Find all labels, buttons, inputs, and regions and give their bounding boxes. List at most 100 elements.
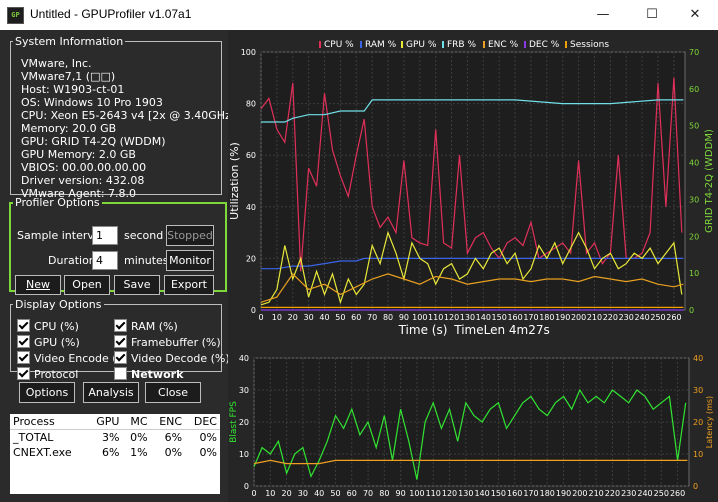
options-button[interactable]: Options: [19, 382, 75, 403]
checkbox-icon[interactable]: [114, 367, 127, 380]
close-button[interactable]: Close: [145, 382, 201, 403]
y-tick-label: 10: [239, 450, 249, 459]
series-line-gpu: [260, 230, 683, 306]
y2-tick-label: 40: [693, 354, 703, 363]
display-option-4[interactable]: Video Encode (%: [17, 351, 127, 365]
display-option-label: Network: [131, 368, 184, 381]
save-button[interactable]: Save: [114, 275, 160, 295]
stopped-button[interactable]: Stopped: [166, 225, 214, 246]
series-line-blast_fps: [253, 388, 687, 480]
display-option-label: Protocol: [34, 368, 79, 381]
title-bar: GP Untitled - GPUProfiler v1.07a1 — ☐ ✕: [0, 0, 718, 30]
monitor-button[interactable]: Monitor: [166, 250, 214, 271]
y2-tick-label: 30: [693, 386, 703, 395]
display-option-label: GPU (%): [34, 336, 80, 349]
legend-entry: RAM %: [365, 40, 397, 50]
duration-label: Duration:: [48, 254, 100, 267]
system-info-line: VMware7,1 (□□): [21, 70, 116, 83]
process-enc: 6%: [164, 431, 183, 444]
col-enc[interactable]: ENC: [150, 414, 186, 430]
x-tick-label: 110: [426, 489, 441, 498]
checkbox-icon[interactable]: [17, 335, 30, 348]
x-tick-label: 50: [335, 313, 345, 322]
x-tick-label: 190: [556, 489, 571, 498]
display-option-6[interactable]: Protocol: [17, 367, 78, 381]
y2-tick-label: 30: [689, 195, 699, 204]
system-info-line: Driver version: 432.08: [21, 174, 145, 187]
display-option-1[interactable]: RAM (%): [114, 319, 178, 333]
process-table: Process GPU MC ENC DEC _TOTAL 3% 0% 6% 0…: [10, 414, 220, 494]
system-info-line: Memory: 20.0 GB: [21, 122, 117, 135]
minimize-button[interactable]: —: [596, 7, 610, 22]
col-gpu[interactable]: GPU: [87, 414, 123, 430]
x-tick-label: 80: [383, 313, 393, 322]
plot-area: [260, 51, 686, 311]
y2-tick-label: 0: [689, 306, 694, 315]
export-button[interactable]: Export: [164, 275, 214, 295]
y-tick-label: 0: [244, 482, 249, 491]
checkbox-icon[interactable]: [114, 319, 127, 332]
analysis-button[interactable]: Analysis: [83, 382, 139, 403]
y-tick-label: 100: [241, 48, 256, 57]
table-row[interactable]: _TOTAL 3% 0% 6% 0%: [10, 430, 220, 446]
y2-tick-label: 10: [693, 450, 703, 459]
maximize-button[interactable]: ☐: [646, 7, 658, 22]
x-tick-label: 220: [605, 489, 620, 498]
x-tick-label: 70: [367, 313, 377, 322]
checkbox-icon[interactable]: [17, 367, 30, 380]
col-mc[interactable]: MC: [122, 414, 151, 430]
process-gpu: 6%: [101, 446, 120, 459]
x-tick-label: 90: [396, 489, 406, 498]
checkbox-icon[interactable]: [17, 351, 30, 364]
display-option-label: Video Decode (%): [131, 352, 230, 365]
y-tick-label: 40: [239, 354, 249, 363]
display-option-label: Framebuffer (%): [131, 336, 221, 349]
checkbox-icon[interactable]: [114, 351, 127, 364]
blast-chart: 0 10 20 30 40 50 60 70 80 90 100 110 120 130 140 150 160…: [228, 342, 718, 502]
display-option-3[interactable]: Framebuffer (%): [114, 335, 221, 349]
col-dec[interactable]: DEC: [185, 414, 220, 430]
x-tick-label: 60: [351, 313, 361, 322]
process-mc: 1%: [130, 446, 148, 459]
system-info-line: CPU: Xeon E5-2643 v4 [2x @ 3.40GHz]: [21, 109, 236, 122]
x-axis-label-extra: TimeLen 4m27s: [453, 323, 550, 337]
display-option-0[interactable]: CPU (%): [17, 319, 79, 333]
x-tick-label: 60: [347, 489, 357, 498]
display-option-label: CPU (%): [34, 320, 79, 333]
x-tick-label: 170: [523, 489, 538, 498]
system-info-line: GPU: GRID T4-2Q (WDDM): [21, 135, 166, 148]
new-button[interactable]: New: [15, 275, 61, 295]
display-option-7[interactable]: Network: [114, 367, 183, 381]
open-button[interactable]: Open: [64, 275, 110, 295]
close-window-button[interactable]: ✕: [689, 7, 701, 22]
sample-interval-field[interactable]: 1: [92, 226, 118, 245]
checkbox-icon[interactable]: [114, 335, 127, 348]
legend-entry: CPU %: [324, 40, 354, 50]
x-tick-label: 120: [444, 313, 459, 322]
duration-field[interactable]: 4: [92, 251, 118, 270]
y-tick-label: 80: [246, 100, 256, 109]
table-row[interactable]: CNEXT.exe 6% 1% 0% 0%: [10, 445, 220, 460]
checkbox-icon[interactable]: [17, 319, 30, 332]
display-option-5[interactable]: Video Decode (%): [114, 351, 230, 365]
duration-unit-label: minutes: [124, 254, 169, 267]
x-tick-label: 230: [621, 489, 636, 498]
profiler-options-legend: Profiler Options: [15, 196, 100, 209]
x-tick-label: 250: [654, 489, 669, 498]
y-tick-label: 20: [239, 418, 249, 427]
col-process[interactable]: Process: [10, 414, 88, 430]
x-tick-label: 20: [288, 313, 298, 322]
y-tick-label: 20: [246, 254, 256, 263]
y-tick-label: 40: [246, 203, 256, 212]
x-tick-label: 260: [670, 489, 685, 498]
x-tick-label: 250: [650, 313, 665, 322]
x-tick-label: 260: [666, 313, 681, 322]
x-tick-label: 70: [363, 489, 373, 498]
process-name: _TOTAL: [13, 431, 54, 444]
display-option-2[interactable]: GPU (%): [17, 335, 80, 349]
profiler-options-group: Profiler Options Sample interval: 1 seco…: [9, 196, 227, 295]
utilization-chart: 0 10 20 30 40 50 60 70 80 90 100 110 120 130 140 150 160…: [228, 30, 718, 342]
legend-entry: ENC %: [488, 40, 519, 50]
x-tick-label: 30: [304, 313, 314, 322]
legend-entry: GPU %: [406, 40, 437, 50]
